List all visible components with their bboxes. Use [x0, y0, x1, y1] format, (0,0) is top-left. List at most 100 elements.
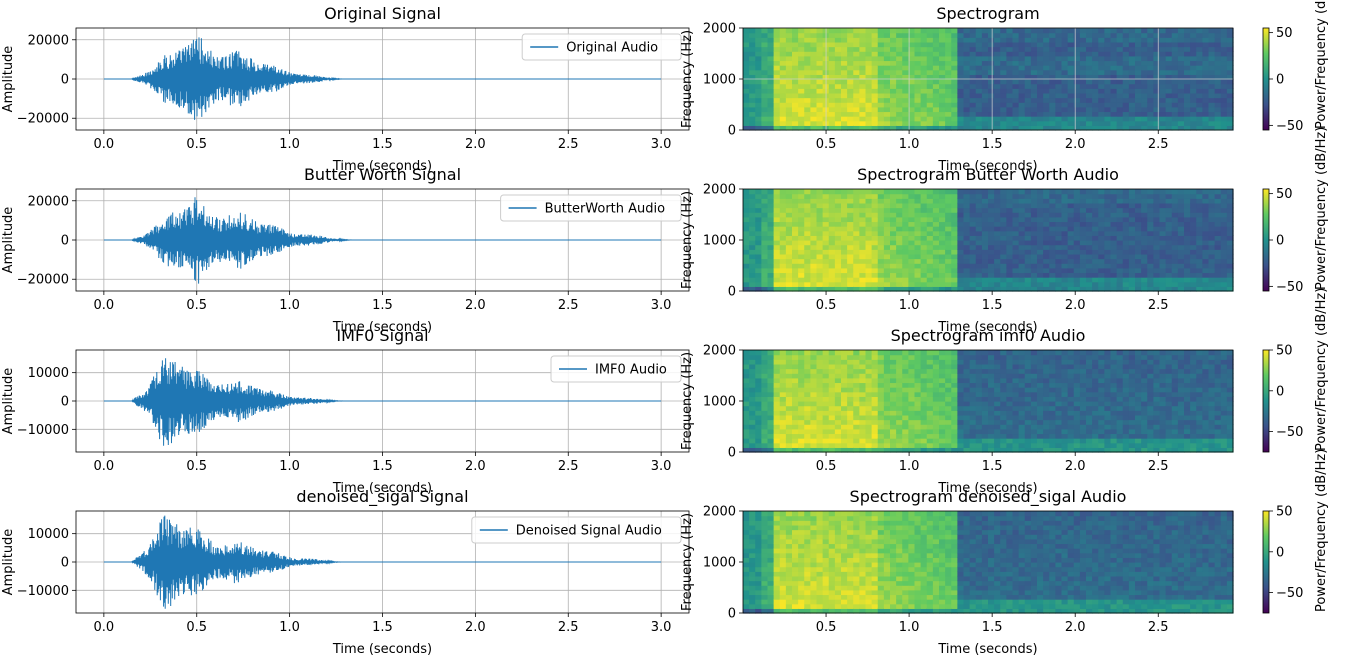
spectrogram-cell — [988, 212, 995, 218]
spectrogram-cell — [834, 125, 842, 131]
spectrogram-cell — [883, 202, 891, 209]
spectrogram-cell — [1061, 212, 1069, 218]
spectrogram-cell — [865, 350, 873, 356]
spectrogram-cell — [1073, 263, 1081, 269]
spectrogram-cell — [1092, 414, 1099, 421]
spectrogram-cell — [939, 216, 946, 223]
spectrogram-cell — [792, 382, 799, 388]
spectrogram-cell — [988, 350, 995, 356]
spectrogram-cell — [1030, 258, 1038, 264]
spectrogram-cell — [1024, 235, 1032, 241]
spectrogram-cell — [743, 401, 750, 407]
spectrogram-cell — [1110, 97, 1118, 103]
spectrogram-cell — [792, 202, 799, 209]
spectrogram-cell — [834, 387, 842, 393]
spectrogram-cell — [1061, 235, 1069, 241]
spectrogram-cell — [1067, 419, 1075, 425]
spectrogram-cell — [761, 447, 769, 453]
spectrogram-cell — [1153, 55, 1161, 62]
spectrogram-cell — [755, 249, 762, 255]
spectrogram-cell — [896, 97, 903, 103]
spectrogram-cell — [834, 32, 842, 38]
spectrogram-cell — [1024, 28, 1032, 34]
spectrogram-cell — [914, 32, 922, 38]
spectrogram-cell — [1171, 272, 1179, 278]
spectrogram-cell — [865, 79, 873, 85]
spectrogram-cell — [1135, 226, 1142, 232]
spectrogram-cell — [1073, 438, 1081, 444]
spectrogram-cell — [951, 102, 958, 108]
spectrogram-cell — [896, 373, 903, 379]
y-tick-label: 0 — [728, 124, 736, 139]
spectrogram-cell — [939, 69, 946, 75]
spectrogram-cell — [798, 92, 805, 99]
spectrogram-cell — [1061, 368, 1069, 374]
spectrogram-cell — [908, 216, 916, 223]
spectrogram-cell — [945, 382, 952, 388]
spectrogram-cell — [779, 377, 787, 384]
spectrogram-cell — [1024, 198, 1032, 204]
spectrogram-cell — [859, 46, 867, 52]
spectrogram-cell — [859, 106, 867, 113]
spectrogram-cell — [1012, 32, 1020, 38]
spectrogram-cell — [749, 281, 756, 287]
spectrogram-cell — [957, 28, 965, 34]
spectrogram-cell — [859, 401, 867, 407]
spectrogram-cell — [1135, 65, 1142, 71]
spectrogram-cell — [841, 419, 848, 425]
spectrogram-heatmap — [743, 28, 1234, 131]
spectrogram-cell — [1159, 226, 1167, 232]
spectrogram-cell — [1030, 368, 1038, 374]
spectrogram-cell — [779, 438, 787, 444]
spectrogram-cell — [975, 74, 983, 80]
spectrogram-cell — [755, 212, 762, 218]
spectrogram-cell — [945, 405, 952, 411]
spectrogram-cell — [810, 258, 818, 264]
y-tick-label: −20000 — [17, 273, 69, 288]
spectrogram-cell — [988, 116, 995, 122]
spectrogram-cell — [902, 116, 909, 122]
spectrogram-cell — [914, 198, 922, 204]
spectrogram-cell — [816, 414, 824, 421]
spectrogram-cell — [847, 396, 854, 402]
spectrogram-cell — [957, 396, 965, 402]
spectrogram-cell — [1024, 272, 1032, 278]
spectrogram-cell — [1055, 405, 1063, 411]
spectrogram-cell — [859, 272, 867, 278]
spectrogram-cell — [859, 230, 867, 236]
spectrogram-cell — [755, 55, 762, 62]
spectrogram-cell — [1037, 46, 1044, 52]
spectrogram-cell — [902, 267, 909, 274]
spectrogram-cell — [945, 414, 952, 421]
spectrogram-cell — [932, 207, 940, 213]
spectrogram-cell — [890, 32, 897, 38]
spectrogram-cell — [981, 230, 989, 236]
spectrogram-cell — [926, 249, 934, 255]
spectrogram-cell — [1018, 120, 1026, 126]
spectrogram-cell — [749, 387, 756, 393]
spectrogram-cell — [767, 198, 775, 204]
spectrogram-cell — [767, 60, 775, 66]
spectrogram-cell — [1079, 212, 1087, 218]
spectrogram-cell — [1104, 193, 1112, 199]
spectrogram-cell — [743, 60, 750, 66]
spectrogram-cell — [841, 424, 848, 430]
spectrogram-cell — [828, 69, 836, 75]
spectrogram-cell — [932, 438, 940, 444]
spectrogram-cell — [957, 277, 965, 283]
spectrogram-cell — [1135, 32, 1142, 38]
spectrogram-cell — [1006, 79, 1014, 85]
spectrogram-cell — [1018, 363, 1026, 370]
spectrogram-cell — [939, 125, 946, 131]
spectrogram-cell — [1030, 354, 1038, 360]
spectrogram-cell — [926, 410, 934, 416]
y-axis-label: Frequency (Hz) — [680, 30, 695, 128]
spectrogram-cell — [834, 258, 842, 264]
spectrogram-cell — [963, 249, 971, 255]
spectrogram-cell — [902, 428, 909, 435]
spectrogram-cell — [785, 240, 793, 246]
spectrogram-cell — [779, 401, 787, 407]
spectrogram-cell — [834, 350, 842, 356]
spectrogram-cell — [975, 405, 983, 411]
spectrogram-cell — [981, 350, 989, 356]
